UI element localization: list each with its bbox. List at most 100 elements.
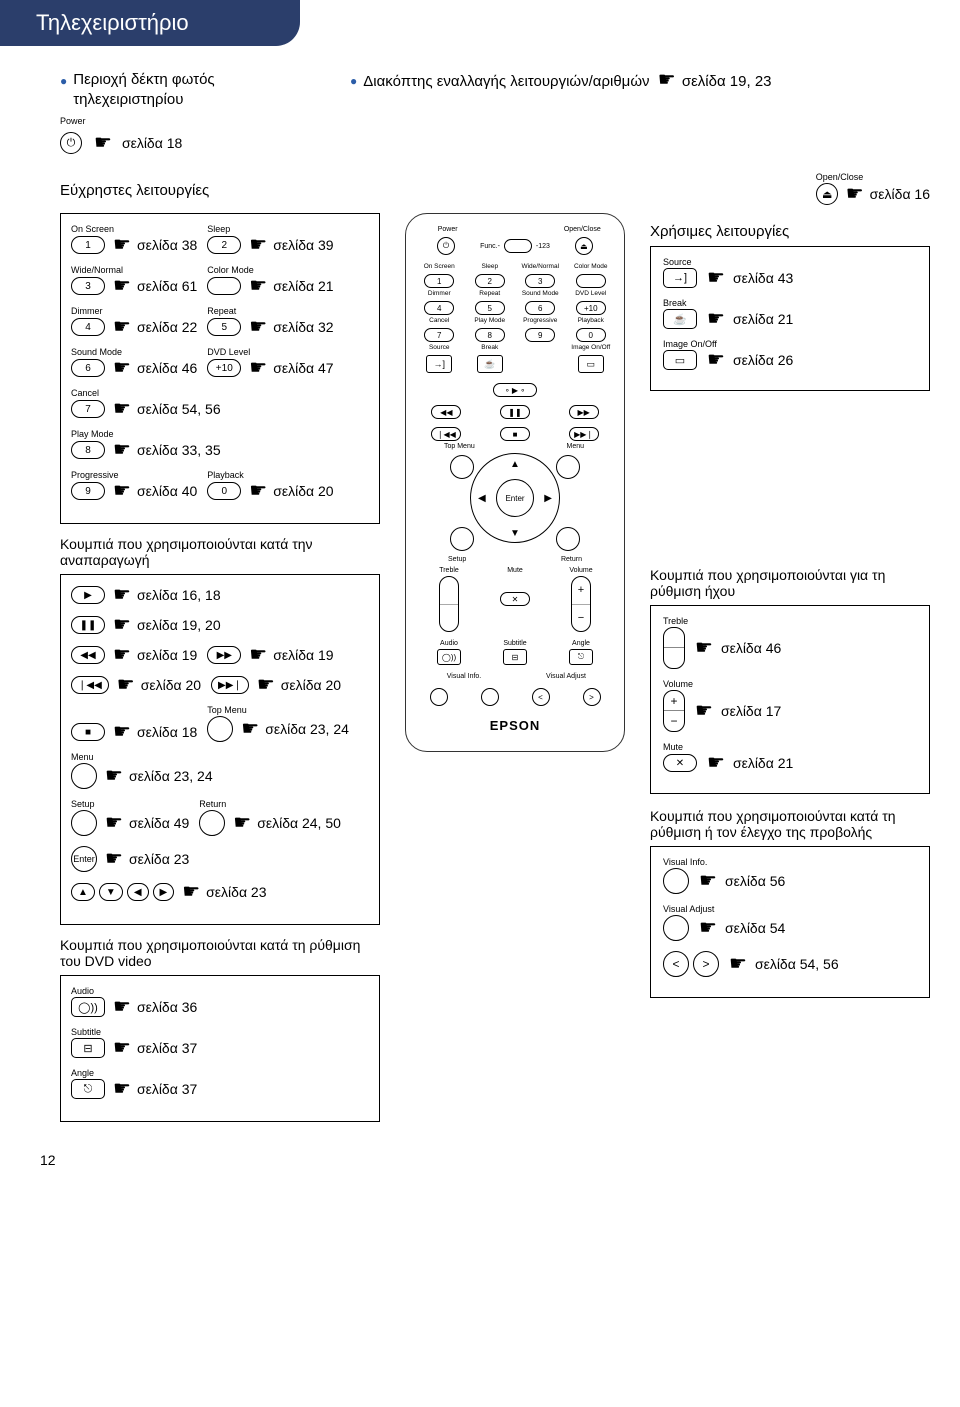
sound-heading: Κουμπιά που χρησιμοποιούνται για τη ρύθμ…	[650, 567, 930, 599]
convenient-heading: Εύχρηστες λειτουργίες	[60, 182, 209, 199]
remote-prev-icon: ❘◀◀	[431, 427, 461, 441]
remote-pause-icon: ❚❚	[500, 405, 530, 419]
page-title: Τηλεχειριστήριο	[36, 10, 189, 35]
remote-audio-icon: ◯))	[437, 649, 461, 665]
angle-icon: ⎋	[71, 1079, 105, 1099]
remote-fwd-icon: ▶▶	[569, 405, 599, 419]
power-ref-row: ⏻ ☛ σελίδα 18	[60, 132, 320, 154]
page-number: 12	[0, 1152, 960, 1168]
dvd-heading: Κουμπιά που χρησιμοποιούνται κατά τη ρύθ…	[60, 937, 380, 969]
remote-topmenu-icon	[450, 455, 474, 479]
pointer-icon: ☛	[249, 317, 267, 337]
pointer-icon: ☛	[105, 813, 123, 833]
dpad-right-icon: ▶	[544, 493, 552, 504]
arrow-up-icon: ▲	[71, 883, 95, 901]
pointer-icon: ☛	[707, 753, 725, 773]
openclose-label: Open/Close	[816, 172, 930, 182]
audio-icon: ◯))	[71, 997, 105, 1017]
useful-heading: Χρήσιμες λειτουργίες	[650, 223, 930, 240]
volume-rocker-icon: +−	[663, 690, 685, 732]
lt-icon: <	[663, 951, 689, 977]
bullet-receiver: ● Περιοχή δέκτη φωτός τηλεχειριστηρίου	[60, 70, 320, 110]
pointer-icon: ☛	[113, 1038, 131, 1058]
pointer-icon: ☛	[233, 813, 251, 833]
power-label: Power	[60, 116, 320, 126]
remote-subtitle-icon: ⊟	[503, 649, 527, 665]
playback-heading: Κουμπιά που χρησιμοποιούνται κατά την αν…	[60, 536, 380, 568]
pointer-icon: ☛	[658, 69, 676, 91]
pointer-icon: ☛	[707, 309, 725, 329]
setup-button-icon	[71, 810, 97, 836]
visualadjust-icon	[663, 915, 689, 941]
remote-visualadjust-icon	[481, 688, 499, 706]
arrow-left-icon: ◀	[127, 883, 149, 901]
prev-icon: ❘◀◀	[71, 676, 109, 694]
sound-box: Treble ☛σελίδα 46 Volume +−☛σελίδα 17 Mu…	[650, 605, 930, 794]
dvd-box: Audio ◯))☛σελίδα 36 Subtitle ⊟☛σελίδα 37…	[60, 975, 380, 1122]
remote-treble-rocker	[439, 576, 459, 632]
pointer-icon: ☛	[113, 317, 131, 337]
mute-icon: ✕	[663, 754, 697, 772]
remote-volume-rocker: +−	[571, 576, 591, 632]
bullet-dot-icon: ●	[60, 70, 67, 92]
bullet-dot-icon: ●	[350, 70, 357, 92]
pointer-icon: ☛	[695, 701, 713, 721]
arrow-down-icon: ▼	[99, 883, 123, 901]
pointer-icon: ☛	[249, 235, 267, 255]
pointer-icon: ☛	[105, 849, 123, 869]
eject-icon: ⏏	[816, 183, 838, 205]
next-icon: ▶▶❘	[211, 676, 249, 694]
pointer-icon: ☛	[113, 615, 131, 635]
projection-box: Visual Info. ☛σελίδα 56 Visual Adjust ☛σ…	[650, 846, 930, 998]
remote-gt-icon: >	[583, 688, 601, 706]
remote-lt-icon: <	[532, 688, 550, 706]
topmenu-button-icon	[207, 716, 233, 742]
image-onoff-icon: ▭	[663, 350, 697, 370]
stop-icon: ■	[71, 723, 105, 741]
pointer-icon: ☛	[113, 1079, 131, 1099]
pointer-icon: ☛	[113, 481, 131, 501]
brand-label: EPSON	[416, 718, 614, 733]
remote-angle-icon: ⎋	[569, 649, 593, 665]
pointer-icon: ☛	[113, 997, 131, 1017]
dpad-left-icon: ◀	[478, 493, 486, 504]
remote-next-icon: ▶▶❘	[569, 427, 599, 441]
remote-rew-icon: ◀◀	[431, 405, 461, 419]
pointer-icon: ☛	[249, 276, 267, 296]
forward-icon: ▶▶	[207, 646, 241, 664]
pointer-icon: ☛	[113, 722, 131, 742]
pointer-icon: ☛	[257, 675, 275, 695]
visualinfo-icon	[663, 868, 689, 894]
dpad-down-icon: ▼	[510, 528, 520, 539]
remote-dpad: Top Menu Menu Setup Return Enter ▲ ▼ ◀ ▶	[450, 449, 580, 559]
enter-button-icon: Enter	[71, 846, 97, 872]
dpad-up-icon: ▲	[510, 459, 520, 470]
remote-return-icon	[556, 527, 580, 551]
remote-eject-icon: ⏏	[575, 237, 593, 255]
pointer-icon: ☛	[699, 871, 717, 891]
arrow-right-icon: ▶	[153, 883, 175, 901]
pointer-icon: ☛	[699, 918, 717, 938]
pointer-icon: ☛	[249, 645, 267, 665]
rewind-icon: ◀◀	[71, 646, 105, 664]
remote-play-icon: ∘ ▶ ∘	[493, 383, 537, 397]
pointer-icon: ☛	[117, 675, 135, 695]
pointer-icon: ☛	[241, 719, 259, 739]
pointer-icon: ☛	[113, 358, 131, 378]
pointer-icon: ☛	[707, 268, 725, 288]
source-icon: →]	[663, 268, 697, 288]
page-title-tab: Τηλεχειριστήριο	[0, 0, 300, 46]
pointer-icon: ☛	[113, 276, 131, 296]
convenient-box: On Screen 1☛σελίδα 38 Sleep 2☛σελίδα 39 …	[60, 213, 380, 524]
pointer-icon: ☛	[707, 350, 725, 370]
pointer-icon: ☛	[113, 645, 131, 665]
pause-icon: ❚❚	[71, 616, 105, 634]
remote-setup-icon	[450, 527, 474, 551]
remote-mute-icon: ✕	[500, 592, 530, 606]
remote-image-icon: ▭	[578, 355, 604, 373]
pointer-icon: ☛	[249, 358, 267, 378]
pointer-icon: ☛	[846, 184, 864, 204]
pointer-icon: ☛	[729, 954, 747, 974]
pointer-icon: ☛	[113, 235, 131, 255]
pointer-icon: ☛	[94, 133, 112, 153]
